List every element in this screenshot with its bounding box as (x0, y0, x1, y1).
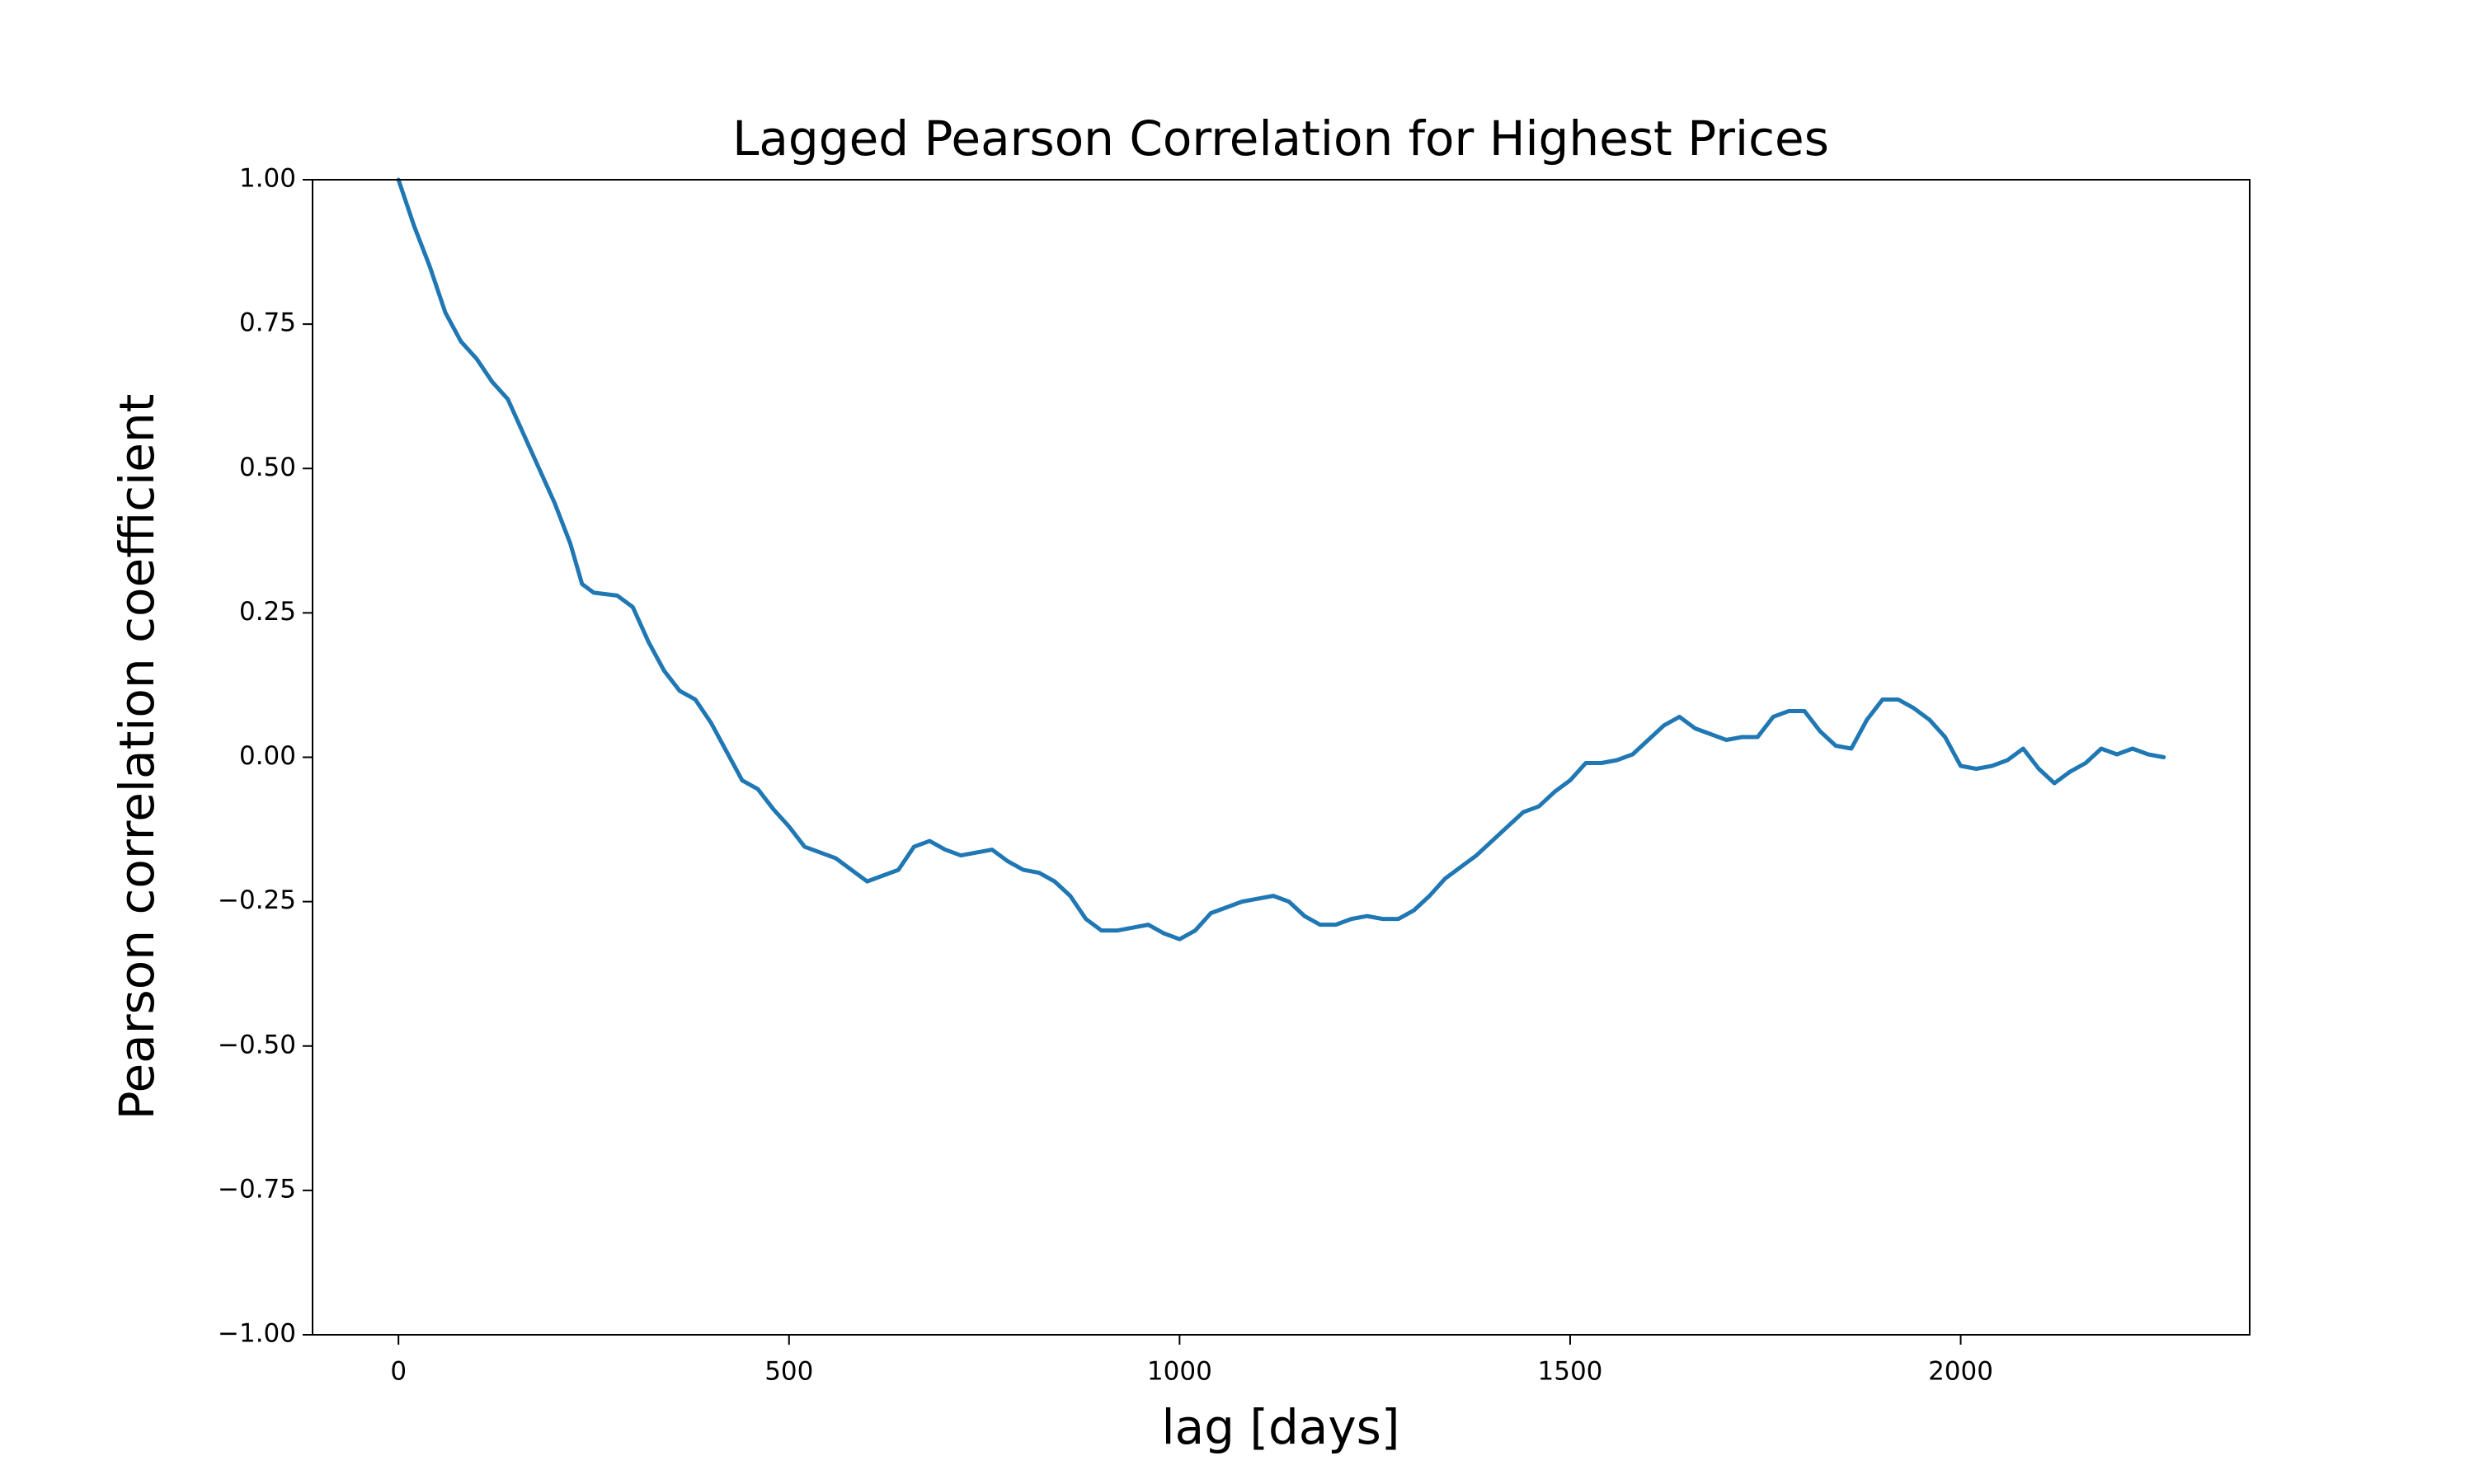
y-tick-label: 1.00 (239, 164, 296, 194)
x-tick-label: 500 (764, 1357, 813, 1387)
x-tick-label: 1500 (1538, 1357, 1603, 1387)
x-tick-label: 0 (390, 1357, 407, 1387)
x-axis-label: lag [days] (1161, 1399, 1399, 1455)
y-tick-label: −1.00 (218, 1319, 296, 1349)
x-tick-label: 2000 (1928, 1357, 1993, 1387)
y-tick-label: −0.50 (218, 1030, 296, 1059)
y-tick-label: −0.25 (218, 885, 296, 915)
plot-frame (312, 179, 2251, 1336)
x-tick-label: 1000 (1147, 1357, 1212, 1387)
chart-title: Lagged Pearson Correlation for Highest P… (732, 110, 1829, 167)
y-tick-label: 0.50 (239, 453, 296, 482)
y-axis-label: Pearson correlation coefficient (109, 394, 165, 1120)
y-tick-label: 0.25 (239, 597, 296, 627)
y-tick-label: 0.00 (239, 741, 296, 771)
y-tick-label: −0.75 (218, 1174, 296, 1204)
line-series (396, 177, 2166, 942)
y-tick-label: 0.75 (239, 308, 296, 338)
